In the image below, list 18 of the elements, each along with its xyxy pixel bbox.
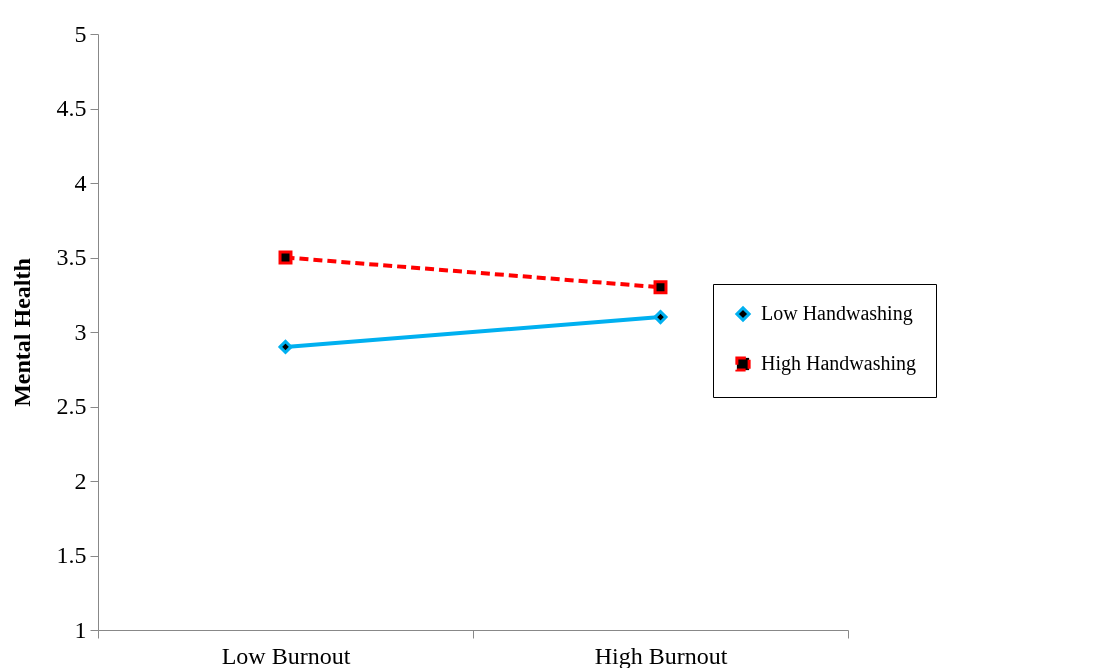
y-tick-label: 1.5 <box>56 542 87 568</box>
point <box>653 280 668 295</box>
y-tick-label: 3 <box>74 318 87 345</box>
y-tick-label: 2 <box>74 467 87 494</box>
y-axis-title: Mental Health <box>8 258 35 407</box>
y-tick-label: 5 <box>74 20 87 47</box>
point <box>653 310 668 325</box>
y-tick-label: 4.5 <box>56 95 87 121</box>
y-tick-label: 2.5 <box>56 393 87 419</box>
y-tick-label: 4 <box>74 169 87 196</box>
legend-label: Low Handwashing <box>761 302 913 325</box>
point <box>278 250 293 265</box>
x-tick-label: High Burnout <box>594 642 728 668</box>
point <box>278 339 293 354</box>
y-tick-label: 3.5 <box>56 244 87 270</box>
legend-label: High Handwashing <box>761 352 916 375</box>
x-tick-label: Low Burnout <box>221 642 351 668</box>
y-tick-label: 1 <box>74 616 87 643</box>
